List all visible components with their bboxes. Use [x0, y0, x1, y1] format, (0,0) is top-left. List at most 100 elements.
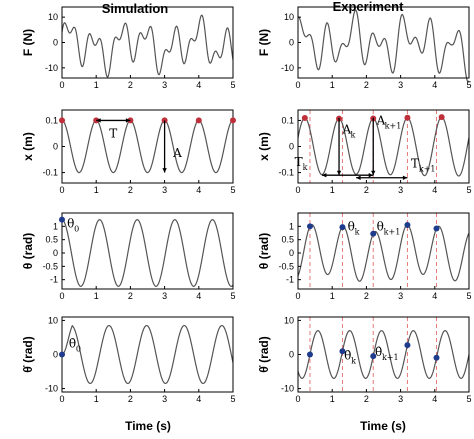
- x-tick-label: 4: [432, 80, 437, 90]
- rate-k1-label: θ̇: [375, 345, 382, 359]
- x-tick-label: 0: [59, 291, 64, 301]
- rate-k-sub: k: [351, 357, 356, 366]
- column-title-simulation: Simulation: [102, 1, 169, 16]
- x-tick-label: 2: [364, 394, 369, 404]
- panel-angular-velocity-experiment: 100-100 1 2 3 4 5θ̇ (rad): [257, 315, 472, 404]
- axes-frame: [61, 6, 234, 79]
- y-tick-label: -10: [281, 63, 294, 73]
- series-line: [297, 9, 470, 83]
- period-k1-arrow-head-end: [402, 175, 408, 180]
- y-axis-label: x (m): [257, 132, 271, 161]
- y-tick-label: 0: [289, 350, 294, 360]
- x-tick-label: 0: [295, 80, 300, 90]
- series-line: [61, 324, 234, 385]
- panel-position-experiment: 0.10-0.10 1 2 3 4 5x (m): [257, 109, 472, 195]
- rate-marker: [306, 351, 313, 358]
- x-tick-label: 2: [364, 185, 369, 195]
- y-tick-label: -0.1: [42, 168, 58, 178]
- x-tick-label: 1: [94, 185, 99, 195]
- panel-force-simulation: 100-100 1 2 3 4 5F (N): [21, 6, 236, 90]
- rate-marker: [404, 342, 411, 349]
- y-axis-label: θ̇ (rad): [257, 336, 271, 373]
- period-k-arrow-head-end: [368, 173, 374, 178]
- angle-marker: [370, 230, 377, 237]
- x-axis-label-simulation: Time (s): [125, 419, 171, 433]
- x-tick-label: 0: [59, 394, 64, 404]
- amplitude-k1-arrow-head-end: [371, 170, 376, 176]
- x-tick-label: 4: [432, 185, 437, 195]
- x-tick-label: 3: [162, 80, 167, 90]
- x-tick-label: 2: [128, 291, 133, 301]
- y-tick-label: 0.5: [281, 235, 294, 245]
- initial-angle-sub: 0: [74, 225, 79, 234]
- amplitude-k1-label-sub: k+1: [385, 121, 402, 130]
- peak-marker: [230, 117, 236, 124]
- y-tick-label: 1: [53, 221, 58, 231]
- y-axis-label: x (m): [21, 132, 35, 161]
- x-tick-label: 1: [94, 291, 99, 301]
- y-tick-label: -0.5: [42, 261, 58, 271]
- x-tick-label: 4: [432, 291, 437, 301]
- period-k1-arrow-head-start: [356, 175, 361, 180]
- x-tick-label: 1: [330, 394, 335, 404]
- rate-marker: [339, 348, 346, 355]
- axes-frame: [297, 212, 470, 290]
- x-tick-label: 5: [466, 185, 471, 195]
- x-tick-label: 2: [364, 291, 369, 301]
- x-tick-label: 3: [162, 394, 167, 404]
- series-line: [61, 119, 234, 174]
- x-tick-label: 1: [94, 394, 99, 404]
- amplitude-arrow-head-end: [162, 168, 167, 173]
- angle-k-label: θ: [348, 219, 355, 233]
- y-tick-label: -10: [45, 384, 58, 394]
- amplitude-label: A: [172, 146, 182, 160]
- series-line: [297, 330, 470, 379]
- rate-k-label: θ̇: [344, 349, 351, 363]
- x-tick-label: 2: [364, 80, 369, 90]
- angle-k1-sub: k+1: [384, 227, 401, 236]
- x-tick-label: 5: [230, 394, 235, 404]
- angle-k-sub: k: [355, 227, 360, 236]
- y-tick-label: -1: [286, 275, 294, 285]
- x-tick-label: 0: [295, 394, 300, 404]
- period-k1-label-sub: k+1: [419, 164, 436, 173]
- x-tick-label: 0: [59, 185, 64, 195]
- initial-rate-sub: 0: [76, 345, 81, 354]
- y-tick-label: 0: [53, 350, 58, 360]
- panel-angular-velocity-simulation: 100-100 1 2 3 4 5θ̇ (rad): [21, 315, 236, 404]
- x-tick-label: 5: [466, 394, 471, 404]
- y-axis-label: θ̇ (rad): [21, 336, 35, 373]
- angle-marker: [339, 224, 346, 231]
- y-tick-label: 0: [289, 38, 294, 48]
- x-tick-label: 3: [398, 291, 403, 301]
- x-tick-label: 4: [196, 185, 201, 195]
- x-tick-label: 4: [196, 291, 201, 301]
- x-tick-label: 0: [295, 291, 300, 301]
- x-axis-label-experiment: Time (s): [360, 419, 406, 433]
- y-tick-label: -1: [50, 275, 58, 285]
- peak-marker: [404, 114, 411, 121]
- amplitude-k1-label: A: [376, 113, 386, 127]
- x-tick-label: 3: [162, 291, 167, 301]
- series-line: [61, 219, 234, 287]
- peak-marker: [59, 117, 65, 124]
- rate-marker: [433, 354, 440, 361]
- x-tick-label: 4: [432, 394, 437, 404]
- x-tick-label: 3: [162, 185, 167, 195]
- series-line: [61, 14, 234, 78]
- y-tick-label: 10: [284, 315, 294, 325]
- peak-marker: [438, 114, 445, 121]
- angle-marker: [433, 225, 440, 232]
- y-tick-label: 0: [53, 38, 58, 48]
- y-tick-label: 1: [289, 221, 294, 231]
- y-tick-label: 0: [289, 142, 294, 152]
- x-tick-label: 4: [196, 80, 201, 90]
- x-tick-label: 1: [330, 80, 335, 90]
- period-k-label-sub: k: [303, 163, 308, 172]
- amplitude-k-label: A: [341, 122, 351, 136]
- rate-marker: [370, 353, 377, 360]
- x-tick-label: 1: [94, 80, 99, 90]
- x-tick-label: 3: [398, 394, 403, 404]
- y-axis-label: θ (rad): [257, 233, 271, 270]
